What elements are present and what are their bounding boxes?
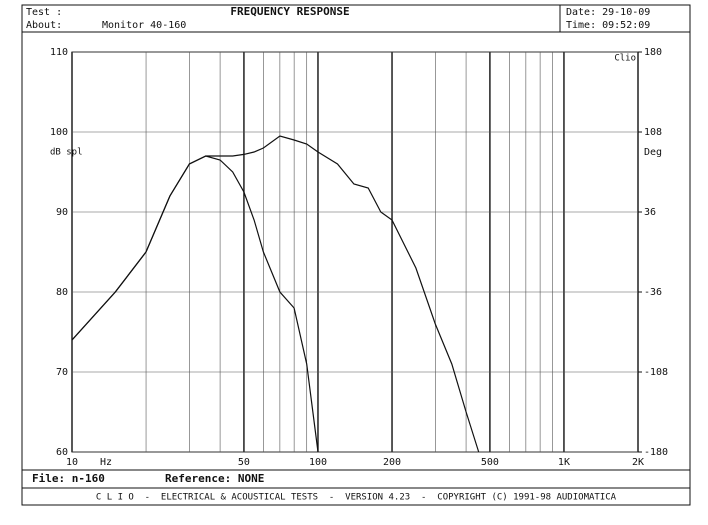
plot-frame bbox=[71, 51, 639, 453]
file: File: n-160 bbox=[32, 472, 105, 485]
corner-label: Clio bbox=[614, 54, 636, 64]
x-tick-label: 2K bbox=[632, 457, 644, 468]
banner: C L I O - ELECTRICAL & ACOUSTICAL TESTS … bbox=[96, 493, 617, 503]
y-tick-label: 70 bbox=[56, 367, 68, 378]
x-tick-label: 100 bbox=[309, 457, 327, 468]
response-curve bbox=[71, 155, 319, 453]
y2-tick-label: -180 bbox=[644, 447, 668, 458]
y-tick-label: 100 bbox=[50, 127, 68, 138]
y2-tick-label: -36 bbox=[644, 287, 662, 298]
x-tick-label: 10 bbox=[66, 457, 78, 468]
y-tick-label: 60 bbox=[56, 447, 68, 458]
y-tick-label: 80 bbox=[56, 287, 68, 298]
y2-tick-label: -108 bbox=[644, 367, 668, 378]
outer-frame bbox=[21, 4, 691, 506]
time: Time: 09:52:09 bbox=[566, 20, 650, 31]
y-label: dB spl bbox=[50, 148, 83, 158]
y-tick-label: 90 bbox=[56, 207, 68, 218]
reference: Reference: NONE bbox=[165, 472, 264, 485]
y2-label: Deg bbox=[644, 147, 662, 158]
y-tick-label: 110 bbox=[50, 47, 68, 58]
chart-title: FREQUENCY RESPONSE bbox=[230, 5, 349, 18]
x-tick-label: 50 bbox=[238, 457, 250, 468]
y2-tick-label: 36 bbox=[644, 207, 656, 218]
test-label: Test : bbox=[26, 7, 62, 18]
y2-tick-label: 108 bbox=[644, 127, 662, 138]
about: Monitor 40-160 bbox=[102, 20, 186, 31]
date: Date: 29-10-09 bbox=[566, 7, 650, 18]
x-unit: Hz bbox=[100, 457, 112, 468]
x-tick-label: 500 bbox=[481, 457, 499, 468]
about-label: About: bbox=[26, 20, 62, 31]
y2-tick-label: 180 bbox=[644, 47, 662, 58]
x-tick-label: 200 bbox=[383, 457, 401, 468]
x-tick-label: 1K bbox=[558, 457, 570, 468]
response-curve bbox=[71, 135, 480, 453]
